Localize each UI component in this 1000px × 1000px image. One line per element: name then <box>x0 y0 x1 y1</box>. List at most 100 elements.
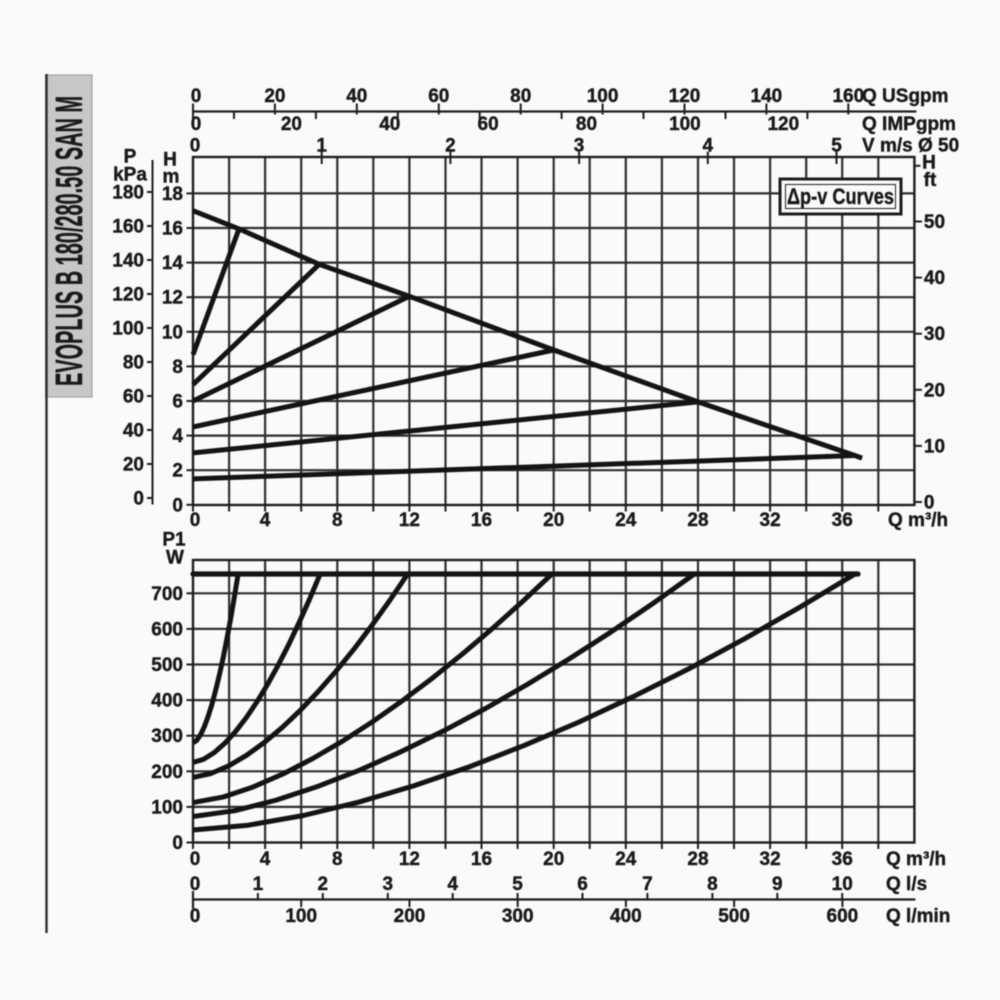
svg-text:100: 100 <box>285 906 317 927</box>
svg-text:0: 0 <box>924 493 935 514</box>
svg-text:40: 40 <box>123 421 144 442</box>
svg-text:300: 300 <box>502 906 534 927</box>
svg-text:36: 36 <box>832 510 853 531</box>
svg-text:Δp-v Curves: Δp-v Curves <box>787 184 894 209</box>
svg-text:80: 80 <box>510 86 531 107</box>
svg-text:Q l/min: Q l/min <box>886 906 950 927</box>
svg-text:P: P <box>124 147 137 168</box>
svg-text:600: 600 <box>827 906 859 927</box>
svg-text:0: 0 <box>190 849 201 870</box>
svg-text:100: 100 <box>669 114 701 135</box>
svg-text:0: 0 <box>190 136 201 157</box>
svg-text:36: 36 <box>832 849 853 870</box>
svg-text:20: 20 <box>924 380 945 401</box>
svg-text:40: 40 <box>379 114 400 135</box>
svg-text:400: 400 <box>151 691 183 712</box>
svg-text:28: 28 <box>687 849 708 870</box>
svg-text:4: 4 <box>172 426 183 447</box>
svg-text:180: 180 <box>112 183 144 204</box>
svg-text:200: 200 <box>151 762 183 783</box>
svg-text:6: 6 <box>577 874 588 895</box>
svg-text:40: 40 <box>346 86 367 107</box>
svg-text:20: 20 <box>543 849 564 870</box>
svg-text:32: 32 <box>760 510 781 531</box>
svg-text:500: 500 <box>151 655 183 676</box>
svg-text:4: 4 <box>260 510 271 531</box>
svg-text:16: 16 <box>162 219 183 240</box>
svg-text:8: 8 <box>332 849 343 870</box>
svg-text:700: 700 <box>151 584 183 605</box>
svg-text:0: 0 <box>191 114 202 135</box>
svg-text:3: 3 <box>574 136 585 157</box>
svg-text:0: 0 <box>191 86 202 107</box>
svg-text:W: W <box>166 548 184 569</box>
svg-text:100: 100 <box>151 797 183 818</box>
svg-text:16: 16 <box>471 849 492 870</box>
svg-text:120: 120 <box>669 86 701 107</box>
svg-text:28: 28 <box>687 510 708 531</box>
svg-text:12: 12 <box>399 849 420 870</box>
svg-text:140: 140 <box>751 86 783 107</box>
svg-text:ft: ft <box>924 170 937 191</box>
svg-text:5: 5 <box>831 136 842 157</box>
svg-text:16: 16 <box>471 510 492 531</box>
svg-text:400: 400 <box>610 906 642 927</box>
svg-text:Q m³/h: Q m³/h <box>888 510 948 531</box>
svg-text:600: 600 <box>151 619 183 640</box>
svg-text:30: 30 <box>924 324 945 345</box>
svg-text:2: 2 <box>318 874 329 895</box>
svg-text:2: 2 <box>445 136 456 157</box>
svg-text:5: 5 <box>512 874 523 895</box>
svg-text:4: 4 <box>447 874 458 895</box>
svg-text:2: 2 <box>172 461 183 482</box>
svg-text:20: 20 <box>123 455 144 476</box>
svg-text:24: 24 <box>615 849 637 870</box>
svg-text:60: 60 <box>123 387 144 408</box>
svg-text:60: 60 <box>478 114 499 135</box>
svg-text:V m/s Ø 50: V m/s Ø 50 <box>862 136 959 157</box>
svg-text:P1: P1 <box>162 530 186 551</box>
svg-text:60: 60 <box>428 86 449 107</box>
svg-text:20: 20 <box>281 114 302 135</box>
svg-text:160: 160 <box>832 86 864 107</box>
svg-text:0: 0 <box>190 510 201 531</box>
svg-text:Q m³/h: Q m³/h <box>886 849 946 870</box>
svg-text:Q USgpm: Q USgpm <box>862 86 949 107</box>
svg-text:H: H <box>163 150 177 171</box>
svg-text:200: 200 <box>394 906 426 927</box>
svg-text:m: m <box>163 167 180 188</box>
svg-text:1: 1 <box>316 136 327 157</box>
svg-text:24: 24 <box>615 510 637 531</box>
svg-text:50: 50 <box>924 212 945 233</box>
svg-text:0: 0 <box>133 489 144 510</box>
svg-text:8: 8 <box>707 874 718 895</box>
svg-text:4: 4 <box>703 136 714 157</box>
svg-text:7: 7 <box>642 874 653 895</box>
svg-text:300: 300 <box>151 726 183 747</box>
svg-text:10: 10 <box>162 322 183 343</box>
svg-text:9: 9 <box>772 874 783 895</box>
svg-text:Q IMPgpm: Q IMPgpm <box>862 114 956 135</box>
svg-text:0: 0 <box>190 906 201 927</box>
svg-text:8: 8 <box>332 510 343 531</box>
svg-text:3: 3 <box>383 874 394 895</box>
svg-text:100: 100 <box>112 319 144 340</box>
svg-text:20: 20 <box>543 510 564 531</box>
svg-text:0: 0 <box>172 833 183 854</box>
svg-text:kPa: kPa <box>113 165 147 186</box>
svg-text:1: 1 <box>253 874 264 895</box>
svg-text:4: 4 <box>260 849 271 870</box>
svg-text:14: 14 <box>162 253 184 274</box>
svg-text:12: 12 <box>399 510 420 531</box>
svg-text:10: 10 <box>832 874 853 895</box>
svg-text:32: 32 <box>760 849 781 870</box>
svg-text:Q l/s: Q l/s <box>886 874 927 895</box>
svg-text:140: 140 <box>112 251 144 272</box>
svg-text:20: 20 <box>264 86 285 107</box>
svg-text:6: 6 <box>172 392 183 413</box>
svg-text:80: 80 <box>123 353 144 374</box>
svg-text:18: 18 <box>162 184 183 205</box>
svg-text:120: 120 <box>767 114 799 135</box>
svg-text:10: 10 <box>924 436 945 457</box>
svg-text:12: 12 <box>162 288 183 309</box>
